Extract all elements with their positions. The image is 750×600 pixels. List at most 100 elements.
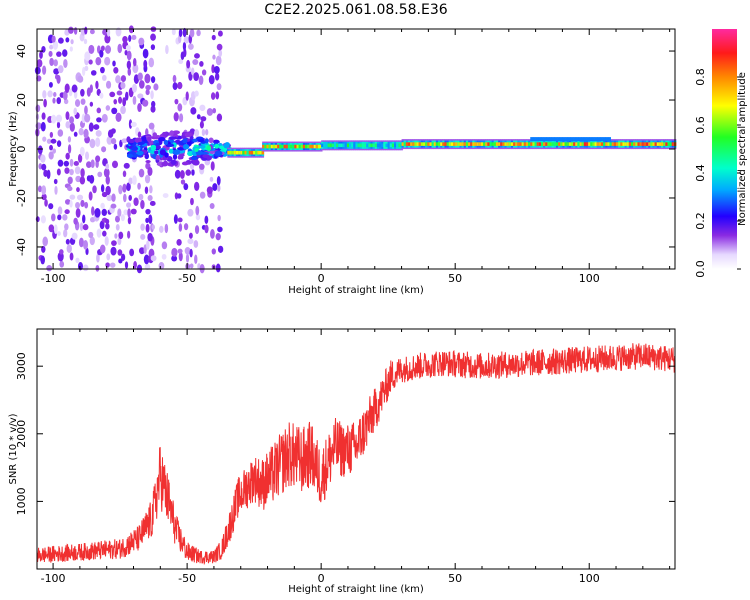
spectrogram-y-tick-label: -20 bbox=[15, 189, 28, 207]
spectrogram-cell bbox=[405, 142, 409, 146]
spectrogram-cell bbox=[39, 51, 43, 59]
spectrogram-cell bbox=[100, 202, 105, 209]
spectrogram-cell bbox=[510, 142, 514, 146]
spectrogram-cell bbox=[329, 143, 333, 148]
spectrogram-cell bbox=[183, 223, 189, 231]
spectrogram-cell bbox=[586, 142, 589, 146]
spectrogram-cell bbox=[568, 142, 572, 146]
spectrogram-cell bbox=[110, 128, 116, 134]
spectrogram-cell bbox=[180, 179, 186, 185]
spectrogram-cell bbox=[137, 72, 143, 81]
spectrogram-cell bbox=[56, 168, 61, 176]
spectrogram-cell bbox=[566, 142, 570, 146]
spectrogram-panel: -100 -50 0 50 100 -40 -20 0 20 40 Height of strai… bbox=[8, 25, 677, 296]
spectrogram-cell bbox=[57, 206, 63, 215]
spectrogram-cell bbox=[122, 183, 127, 193]
spectrogram-cell bbox=[521, 142, 525, 146]
spectrogram-cell bbox=[88, 231, 94, 239]
spectrogram-cell bbox=[453, 142, 456, 146]
spectrogram-cell bbox=[218, 49, 223, 58]
spectrogram-cell bbox=[194, 129, 200, 137]
spectrogram-cell bbox=[385, 143, 388, 148]
spectrogram-cell bbox=[553, 142, 557, 146]
spectrogram-cell bbox=[115, 224, 120, 231]
spectrogram-cell bbox=[414, 142, 417, 146]
spectrogram-cell bbox=[73, 131, 78, 137]
spectrogram-cell bbox=[104, 56, 111, 66]
spectrogram-cell bbox=[128, 34, 132, 42]
spectrogram-cell bbox=[77, 75, 84, 83]
colorbar-tick-label: 0.6 bbox=[694, 116, 707, 134]
spectrogram-cell bbox=[199, 120, 204, 129]
spectrogram-cell bbox=[172, 149, 181, 155]
spectrogram-cell bbox=[472, 142, 475, 146]
spectrogram-cell bbox=[196, 29, 201, 37]
spectrogram-cell bbox=[370, 143, 373, 148]
spectrogram-cell bbox=[233, 150, 237, 155]
spectrogram-cell bbox=[557, 137, 561, 142]
spectrogram-cell bbox=[165, 44, 169, 55]
spectrogram-cell bbox=[79, 222, 84, 231]
spectrogram-cell bbox=[302, 144, 306, 149]
spectrogram-cell bbox=[77, 262, 84, 271]
spectrogram-cell bbox=[64, 199, 71, 205]
spectrogram-cell bbox=[96, 107, 102, 114]
spectrogram-cell bbox=[573, 137, 577, 142]
spectrogram-cell bbox=[194, 53, 200, 59]
spectrogram-cell bbox=[132, 95, 137, 105]
spectrogram-cell bbox=[166, 143, 175, 147]
spectrogram-cell bbox=[95, 80, 99, 90]
spectrogram-cell bbox=[56, 121, 61, 129]
spectrogram-cell bbox=[530, 137, 534, 142]
spectrogram-cell bbox=[255, 150, 258, 155]
spectrogram-cell bbox=[46, 169, 51, 180]
spectrogram-cell bbox=[193, 181, 200, 191]
spectrogram-cell bbox=[379, 143, 382, 148]
spectrogram-cell bbox=[575, 137, 579, 142]
spectrogram-cell bbox=[67, 186, 73, 192]
spectrogram-cell bbox=[96, 117, 102, 123]
spectrogram-cell bbox=[504, 142, 507, 146]
spectrogram-cell bbox=[75, 208, 81, 218]
spectrogram-cell bbox=[457, 142, 460, 146]
spectrogram-cell bbox=[125, 91, 129, 101]
spectrogram-cell bbox=[76, 194, 84, 201]
spectrogram-cell bbox=[84, 26, 88, 35]
spectrogram-cell bbox=[50, 138, 57, 144]
spectrogram-cell bbox=[193, 72, 200, 81]
spectrogram-cell bbox=[185, 91, 189, 101]
spectrogram-cell bbox=[146, 136, 152, 143]
spectrogram-cell bbox=[95, 130, 102, 137]
spectrogram-cell bbox=[120, 214, 125, 222]
spectrogram-cell bbox=[95, 137, 101, 148]
spectrogram-cell bbox=[565, 137, 569, 142]
spectrogram-cell bbox=[423, 142, 426, 146]
spectrogram-cell bbox=[163, 139, 169, 146]
spectrogram-cell bbox=[137, 131, 142, 138]
spectrogram-cell bbox=[194, 225, 200, 235]
spectrogram-cell bbox=[138, 247, 145, 255]
spectrogram-cell bbox=[188, 232, 193, 239]
spectrogram-cell bbox=[182, 27, 187, 38]
spectrogram-cell bbox=[179, 113, 184, 123]
spectrogram-cell bbox=[69, 168, 74, 176]
spectrogram-cell bbox=[513, 142, 516, 146]
spectrogram-cell bbox=[172, 82, 178, 91]
spectrogram-cell bbox=[216, 43, 223, 51]
spectrogram-cell bbox=[69, 116, 75, 124]
spectrogram-cell bbox=[40, 121, 46, 132]
spectrogram-cell bbox=[277, 144, 280, 149]
spectrogram-cell bbox=[133, 197, 139, 206]
spectrogram-cell bbox=[189, 135, 194, 140]
spectrogram-cell bbox=[65, 152, 70, 160]
spectrogram-cell bbox=[154, 150, 159, 155]
spectrogram-cell bbox=[285, 144, 289, 149]
spectrogram-cell bbox=[594, 137, 598, 142]
spectrogram-cell bbox=[144, 153, 149, 160]
spectrogram-cell bbox=[185, 263, 191, 270]
spectrogram-cell bbox=[204, 215, 209, 225]
snr-x-tick-label: -50 bbox=[178, 572, 196, 585]
spectrogram-cell bbox=[300, 144, 304, 149]
spectrogram-cell bbox=[631, 142, 634, 146]
spectrogram-cell bbox=[174, 192, 179, 200]
